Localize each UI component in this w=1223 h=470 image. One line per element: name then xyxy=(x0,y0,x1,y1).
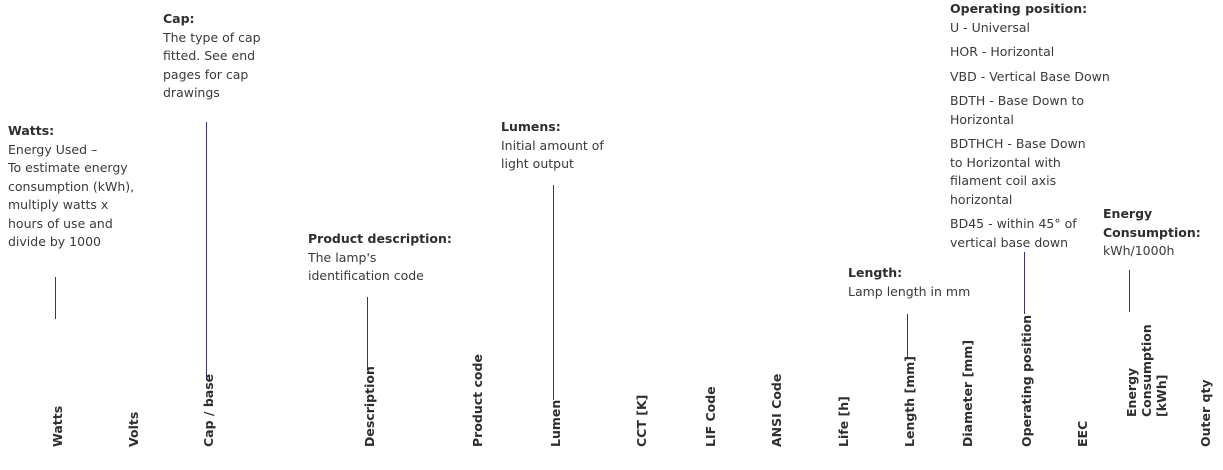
callout-length: Length: Lamp length in mm xyxy=(848,264,1008,301)
column-header-label: Lumen xyxy=(548,399,563,447)
column-header-length: Length [mm] xyxy=(900,356,920,462)
callout-line: kWh/1000h xyxy=(1103,243,1175,258)
callout-energy-consumption: Energy Consumption: kWh/1000h xyxy=(1103,205,1213,261)
callout-line: multiply watts x xyxy=(8,197,109,212)
callout-line: fitted. See end xyxy=(163,48,256,63)
column-header-energy-consumption: Energy Consumption [kWh] xyxy=(1122,324,1169,462)
callout-line: divide by 1000 xyxy=(8,234,101,249)
column-header-label: Product code xyxy=(470,354,485,447)
connector-line xyxy=(1129,270,1130,312)
column-header-lumen: Lumen xyxy=(546,362,566,462)
callout-watts: Watts: Energy Used – To estimate energy … xyxy=(8,122,158,252)
operating-position-item: HOR - Horizontal xyxy=(950,44,1055,59)
connector-line xyxy=(55,277,56,319)
column-header-outer-qty: Outer qty xyxy=(1196,362,1216,462)
column-header-label: Length [mm] xyxy=(902,356,917,447)
column-header-label: Outer qty xyxy=(1198,379,1213,447)
callout-title: Cap: xyxy=(163,11,195,26)
operating-position-item: BDTHCH - Base Down to Horizontal with fi… xyxy=(950,136,1086,207)
connector-line xyxy=(206,122,207,380)
callout-title: Length: xyxy=(848,265,903,280)
column-header-label: Energy Consumption [kWh] xyxy=(1124,324,1169,417)
column-header-ansi-code: ANSI Code xyxy=(767,362,787,462)
callout-title: Energy Consumption: xyxy=(1103,206,1201,240)
callout-line: hours of use and xyxy=(8,215,113,231)
callout-lumens: Lumens: Initial amount of light output xyxy=(501,118,641,174)
column-header-cap-base: Cap / base xyxy=(199,362,219,462)
callout-line: light output xyxy=(501,156,574,171)
column-header-description: Description xyxy=(360,362,380,462)
callout-line: drawings xyxy=(163,85,220,100)
operating-position-item: VBD - Vertical Base Down xyxy=(950,68,1110,84)
callout-title: Lumens: xyxy=(501,119,561,134)
operating-position-item: BD45 - within 45° of vertical base down xyxy=(950,216,1077,250)
connector-line xyxy=(907,314,908,358)
callout-line: To estimate energy xyxy=(8,160,128,175)
column-header-label: Life [h] xyxy=(836,396,851,447)
callout-line: The type of cap xyxy=(163,29,261,45)
column-header-watts: Watts xyxy=(48,362,68,462)
operating-position-item: U - Universal xyxy=(950,19,1031,35)
callout-title: Operating position: xyxy=(950,1,1088,16)
callout-line: Energy Used – xyxy=(8,141,98,157)
column-header-cct: CCT [K] xyxy=(632,362,652,462)
column-header-label: Cap / base xyxy=(201,373,216,447)
operating-position-item: BDTH - Base Down to Horizontal xyxy=(950,93,1085,127)
column-header-volts: Volts xyxy=(124,362,144,462)
callout-product-description: Product description: The lamp's identifi… xyxy=(308,230,478,286)
column-header-product-code: Product code xyxy=(468,354,488,462)
column-header-label: ANSI Code xyxy=(769,373,784,447)
column-header-operating-position: Operating position xyxy=(1017,315,1037,462)
column-header-label: Diameter [mm] xyxy=(960,339,975,447)
callout-cap: Cap: The type of cap fitted. See end pag… xyxy=(163,10,283,103)
column-header-label: Operating position xyxy=(1019,314,1034,447)
column-header-label: LIF Code xyxy=(703,386,718,447)
callout-line: Initial amount of xyxy=(501,137,604,153)
callout-title: Watts: xyxy=(8,123,55,138)
column-header-diameter: Diameter [mm] xyxy=(958,340,978,462)
callout-line: Lamp length in mm xyxy=(848,283,971,299)
connector-line xyxy=(553,185,554,400)
callout-line: pages for cap xyxy=(163,66,249,82)
connector-line xyxy=(1024,252,1025,314)
column-header-label: Watts xyxy=(50,405,65,447)
column-header-eec: EEC xyxy=(1073,362,1093,462)
column-header-label: CCT [K] xyxy=(634,394,649,447)
column-header-life: Life [h] xyxy=(834,362,854,462)
callout-line: The lamp's xyxy=(308,249,377,265)
column-header-label: Description xyxy=(362,366,377,447)
column-header-label: EEC xyxy=(1075,420,1090,447)
column-header-label: Volts xyxy=(126,411,141,447)
connector-line xyxy=(367,297,368,369)
callout-line: identification code xyxy=(308,268,424,283)
callout-operating-position: Operating position: U - Universal HOR - … xyxy=(950,0,1110,252)
callout-title: Product description: xyxy=(308,231,452,246)
column-header-lif-code: LIF Code xyxy=(701,362,721,462)
callout-line: consumption (kWh), xyxy=(8,178,135,194)
